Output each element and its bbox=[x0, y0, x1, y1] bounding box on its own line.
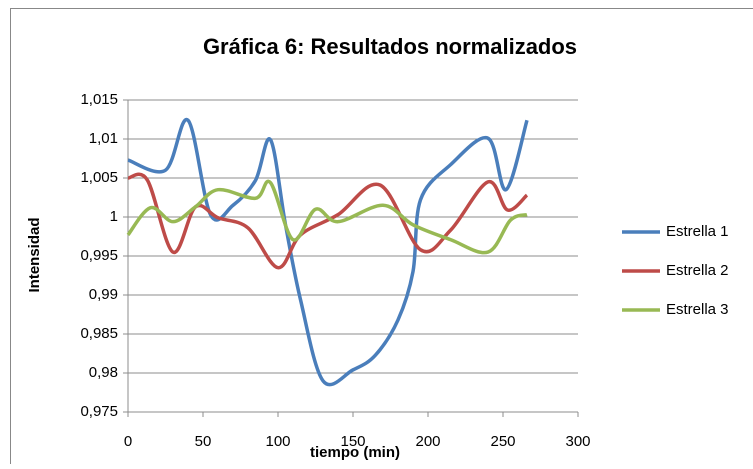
y-axis-label: Intensidad bbox=[26, 217, 43, 292]
x-tick-label: 100 bbox=[265, 433, 290, 450]
y-tick-label: 0,995 bbox=[80, 247, 118, 264]
y-tick-label: 0,98 bbox=[89, 364, 118, 381]
chart-title: Gráfica 6: Resultados normalizados bbox=[203, 34, 577, 59]
x-tick-label: 200 bbox=[415, 433, 440, 450]
legend-label: Estrella 1 bbox=[666, 223, 729, 240]
x-tick-label: 250 bbox=[490, 433, 515, 450]
x-tick-label: 150 bbox=[340, 433, 365, 450]
legend-label: Estrella 3 bbox=[666, 301, 729, 318]
chart-border bbox=[11, 9, 753, 465]
legend-label: Estrella 2 bbox=[666, 262, 729, 279]
y-tick-label: 1 bbox=[110, 208, 118, 225]
y-tick-label: 1,01 bbox=[89, 130, 118, 147]
x-tick-label: 50 bbox=[195, 433, 212, 450]
y-tick-label: 0,99 bbox=[89, 286, 118, 303]
y-tick-label: 1,015 bbox=[80, 91, 118, 108]
x-tick-label: 300 bbox=[565, 433, 590, 450]
y-tick-label: 0,975 bbox=[80, 403, 118, 420]
x-tick-label: 0 bbox=[124, 433, 132, 450]
y-tick-label: 1,005 bbox=[80, 169, 118, 186]
y-tick-label: 0,985 bbox=[80, 325, 118, 342]
